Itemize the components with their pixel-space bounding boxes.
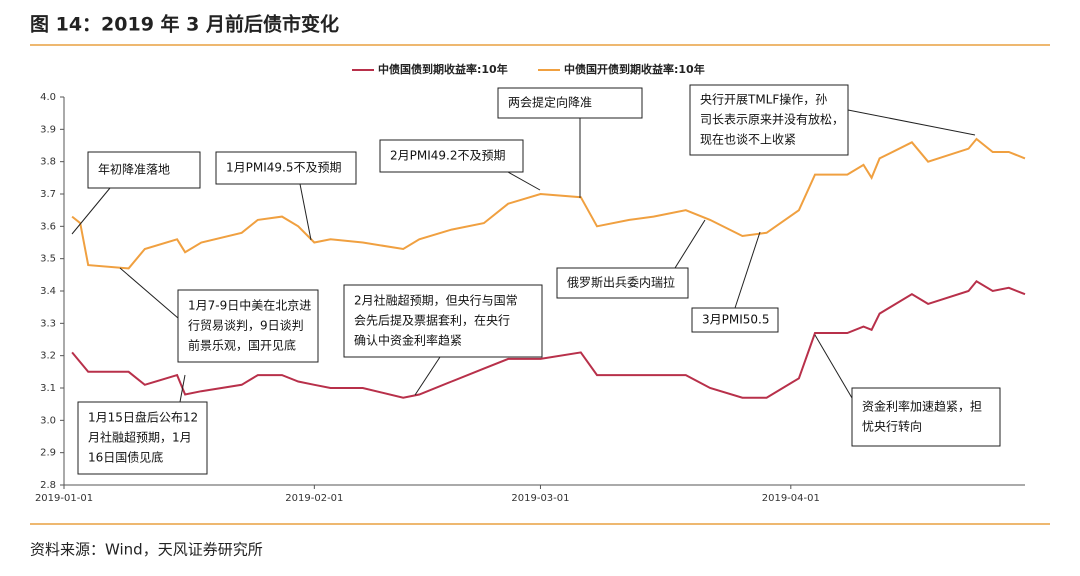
- annotation-text: 1月7-9日中美在北京进: [188, 298, 311, 313]
- annotation-text: 资金利率加速趋紧，担: [862, 399, 982, 414]
- annotation-leader: [674, 219, 706, 269]
- annotation-leader: [299, 183, 312, 241]
- annotation-leader: [847, 109, 976, 136]
- annotation-text: 月社融超预期，1月: [88, 430, 192, 445]
- annotation-box: [77, 401, 208, 475]
- annotation-text: 确认中资金利率趋紧: [354, 333, 462, 348]
- annotation-text: 会先后提及票据套利，在央行: [354, 313, 510, 328]
- annotation-text: 2月PMI49.2不及预期: [390, 149, 505, 163]
- annotation-text: 两会提定向降准: [508, 95, 592, 110]
- annotation-box: [689, 84, 849, 156]
- y-tick-label: 3.2: [40, 351, 56, 362]
- y-tick-label: 2.9: [40, 448, 56, 459]
- annotation-text: 前景乐观，国开见底: [188, 338, 296, 353]
- x-tick-label: 2019-01-01: [35, 493, 93, 504]
- annotation-leader: [179, 374, 186, 403]
- x-tick-label: 2019-04-01: [762, 493, 820, 504]
- annotation-text: 3月PMI50.5: [702, 313, 769, 327]
- annotation-text: 1月15日盘后公布12: [88, 410, 198, 425]
- y-tick-label: 3.7: [40, 189, 56, 200]
- annotation-leader: [71, 187, 111, 235]
- annotation-text: 忧央行转向: [862, 419, 922, 434]
- source: 资料来源：Wind，天风证券研究所: [30, 541, 263, 559]
- y-tick-label: 3.8: [40, 157, 56, 168]
- annotation-leader: [414, 356, 441, 396]
- series-line: [71, 280, 1026, 399]
- annotation-leader: [734, 231, 761, 309]
- annotation-box: [691, 307, 779, 333]
- y-tick-label: 3.1: [40, 383, 56, 394]
- annotation-text: 现在也谈不上收紧: [700, 133, 796, 147]
- annotation-box: [215, 151, 357, 185]
- annotation-box: [343, 284, 543, 358]
- annotation-text: 俄罗斯出兵委内瑞拉: [567, 275, 675, 290]
- annotation-text: 司长表示原来并没有放松，: [700, 112, 844, 127]
- annotation-box: [379, 139, 524, 173]
- annotation-box: [87, 151, 201, 189]
- y-tick-label: 3.6: [40, 221, 56, 232]
- y-tick-label: 3.9: [40, 124, 56, 135]
- y-tick-label: 4.0: [40, 92, 56, 103]
- chart-title: 图 14：2019 年 3 月前后债市变化: [30, 13, 339, 36]
- y-tick-label: 3.4: [40, 286, 56, 297]
- annotation-leader: [814, 334, 853, 399]
- y-tick-label: 3.5: [40, 254, 56, 265]
- x-tick-label: 2019-03-01: [511, 493, 569, 504]
- y-tick-label: 2.8: [40, 480, 56, 491]
- y-tick-label: 3.0: [40, 415, 56, 426]
- annotation-text: 年初降准落地: [98, 163, 170, 177]
- annotation-leader: [119, 267, 179, 319]
- y-tick-label: 3.3: [40, 318, 56, 329]
- series-line: [71, 137, 1026, 270]
- annotation-text: 16日国债见底: [88, 450, 163, 465]
- annotation-box: [177, 289, 319, 363]
- annotation-text: 1月PMI49.5不及预期: [226, 161, 341, 175]
- annotation-text: 2月社融超预期，但央行与国常: [354, 293, 518, 308]
- annotation-text: 央行开展TMLF操作，孙: [700, 92, 827, 107]
- annotation-box: [497, 87, 643, 119]
- legend-label: 中债国开债到期收益率:10年: [564, 62, 705, 76]
- x-tick-label: 2019-02-01: [285, 493, 343, 504]
- annotation-text: 行贸易谈判，9日谈判: [188, 319, 304, 333]
- annotation-leader: [507, 171, 541, 191]
- legend-label: 中债国债到期收益率:10年: [378, 62, 508, 76]
- annotation-box: [556, 267, 689, 299]
- annotation-box: [851, 387, 1001, 447]
